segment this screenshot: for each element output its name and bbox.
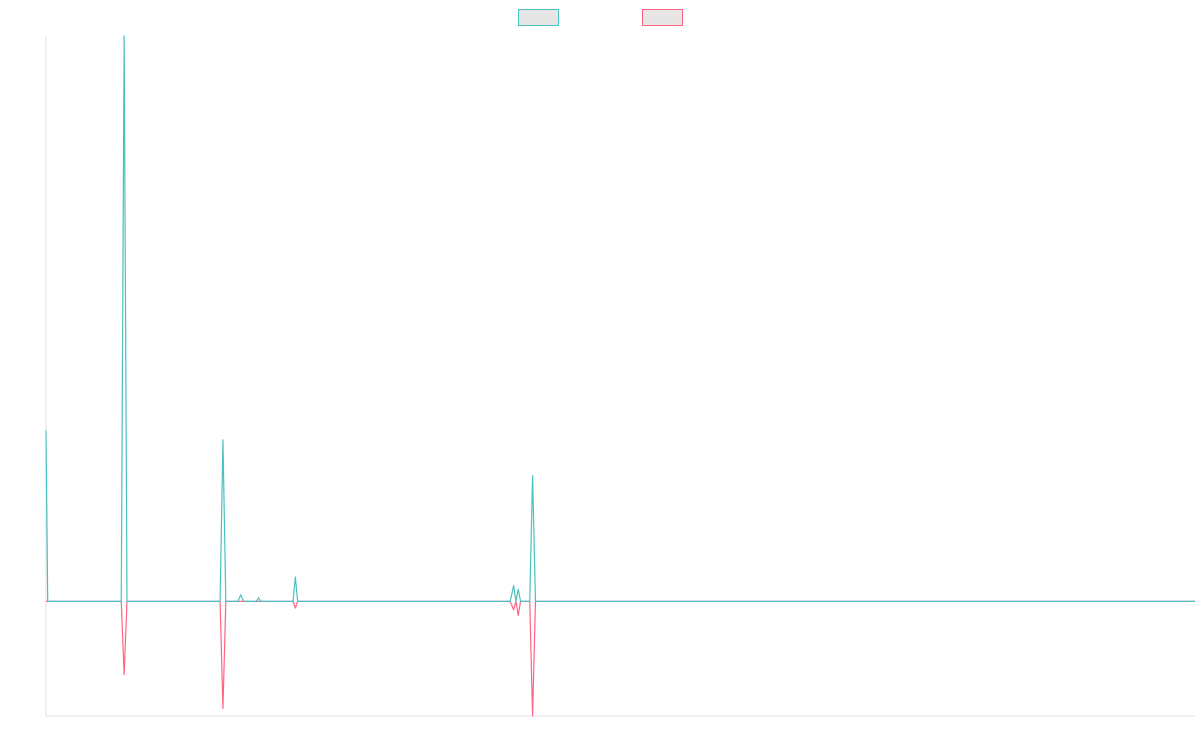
legend-swatch-2[interactable] bbox=[642, 9, 683, 26]
series-line-2 bbox=[46, 600, 1195, 717]
legend-swatch-1[interactable] bbox=[518, 9, 559, 26]
legend bbox=[518, 9, 683, 26]
plot-area bbox=[45, 35, 1195, 717]
axes bbox=[45, 36, 1195, 717]
series-line-1 bbox=[45, 35, 1195, 603]
